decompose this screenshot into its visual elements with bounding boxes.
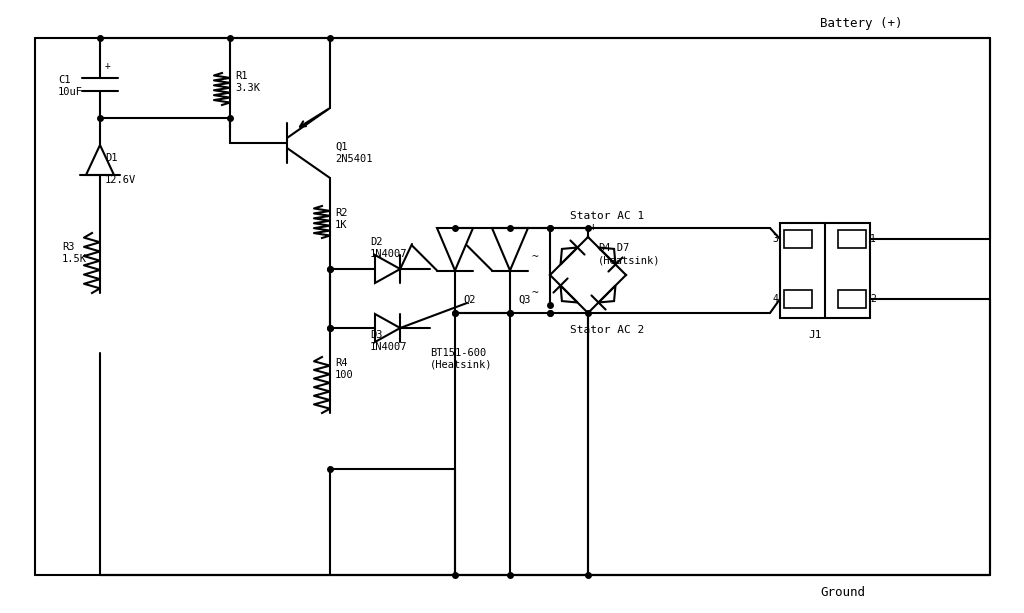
Text: Q1
2N5401: Q1 2N5401 (335, 142, 373, 164)
Text: BT151-600
(Heatsink): BT151-600 (Heatsink) (430, 348, 493, 370)
Text: D2
1N4007: D2 1N4007 (370, 237, 408, 259)
Text: R3
1.5K: R3 1.5K (62, 242, 87, 264)
Text: +: + (590, 222, 596, 232)
Text: 1: 1 (870, 234, 876, 244)
Bar (784, 290, 812, 308)
Text: C1
10uF: C1 10uF (58, 75, 83, 97)
Text: D4-D7
(Heatsink): D4-D7 (Heatsink) (598, 243, 660, 265)
Text: R2
1K: R2 1K (335, 208, 347, 230)
Text: ~: ~ (531, 288, 539, 298)
Text: R1
3.3K: R1 3.3K (234, 71, 260, 93)
Text: 12.6V: 12.6V (105, 175, 136, 185)
Text: Stator AC 1: Stator AC 1 (570, 211, 644, 221)
Text: Battery (+): Battery (+) (820, 17, 902, 29)
Text: ~: ~ (531, 252, 539, 262)
Text: Ground: Ground (820, 587, 865, 600)
Text: Q3: Q3 (518, 295, 530, 305)
Text: 3: 3 (772, 234, 778, 244)
Text: +: + (105, 61, 111, 71)
Bar (780, 223, 870, 318)
Bar (784, 230, 812, 248)
Bar (838, 290, 866, 308)
Text: R4
100: R4 100 (335, 358, 353, 379)
Text: J1: J1 (808, 330, 821, 340)
Text: 4: 4 (772, 294, 778, 304)
Text: D1: D1 (105, 153, 118, 163)
Text: Q2: Q2 (463, 295, 475, 305)
Text: 2: 2 (870, 294, 876, 304)
Bar (838, 230, 866, 248)
Text: Stator AC 2: Stator AC 2 (570, 325, 644, 335)
Text: D3
1N4007: D3 1N4007 (370, 330, 408, 352)
